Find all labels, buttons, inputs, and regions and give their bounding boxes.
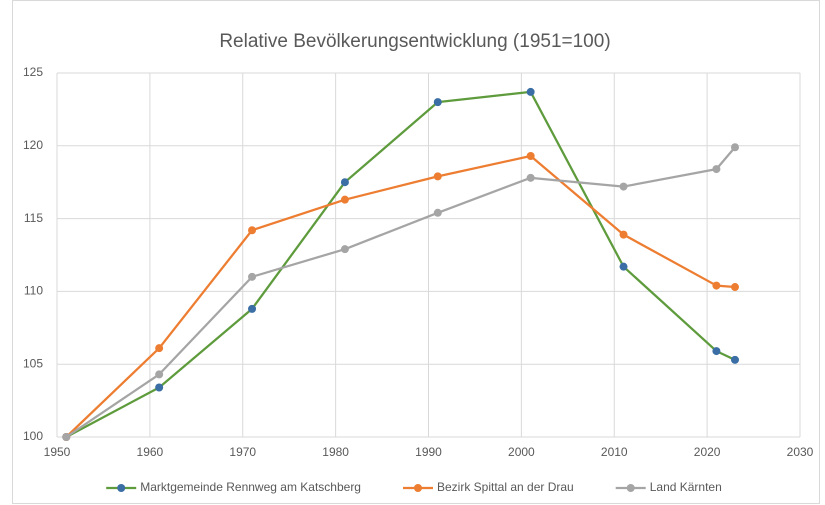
y-tick-label: 105: [23, 356, 43, 370]
legend-marker: [117, 484, 126, 492]
y-tick-label: 115: [24, 211, 43, 225]
series-marker: [526, 173, 535, 182]
series-marker: [712, 281, 721, 290]
series-marker: [730, 355, 739, 364]
series-marker: [155, 344, 164, 353]
series-marker: [248, 272, 257, 281]
legend-marker: [413, 484, 422, 492]
chart-title: Relative Bevölkerungsentwicklung (1951=1…: [219, 31, 610, 52]
series-marker: [730, 143, 739, 152]
x-tick-label: 2030: [787, 445, 814, 459]
series-marker: [712, 165, 721, 174]
chart-frame: [12, 0, 820, 504]
x-tick-label: 1950: [44, 445, 71, 459]
series-marker: [155, 383, 164, 392]
legend-label: Land Kärnten: [650, 480, 722, 494]
legend-label: Bezirk Spittal an der Drau: [437, 480, 574, 494]
series-marker: [433, 208, 442, 217]
series-marker: [712, 347, 721, 356]
y-tick-label: 110: [24, 284, 43, 298]
series-marker: [730, 283, 739, 292]
series-marker: [619, 230, 628, 239]
series-marker: [248, 226, 257, 235]
y-tick-label: 120: [23, 138, 43, 152]
series-marker: [619, 262, 628, 271]
series-marker: [433, 172, 442, 181]
legend-marker: [626, 484, 635, 492]
x-tick-label: 2020: [694, 445, 721, 459]
x-tick-label: 1980: [322, 445, 349, 459]
y-tick-label: 125: [23, 65, 43, 79]
x-tick-label: 1990: [415, 445, 442, 459]
series-marker: [155, 370, 164, 379]
series-marker: [340, 245, 349, 254]
series-marker: [62, 433, 71, 441]
series-marker: [526, 151, 535, 160]
x-tick-label: 2000: [508, 445, 535, 459]
y-tick-label: 100: [23, 429, 43, 443]
series-marker: [619, 182, 628, 191]
x-tick-label: 1970: [229, 445, 256, 459]
series-marker: [526, 87, 535, 96]
series-marker: [433, 98, 442, 107]
series-marker: [248, 304, 257, 313]
legend-label: Marktgemeinde Rennweg am Katschberg: [140, 480, 361, 494]
x-tick-label: 2010: [601, 445, 628, 459]
series-marker: [340, 195, 349, 204]
x-tick-label: 1960: [137, 445, 164, 459]
series-marker: [340, 178, 349, 187]
